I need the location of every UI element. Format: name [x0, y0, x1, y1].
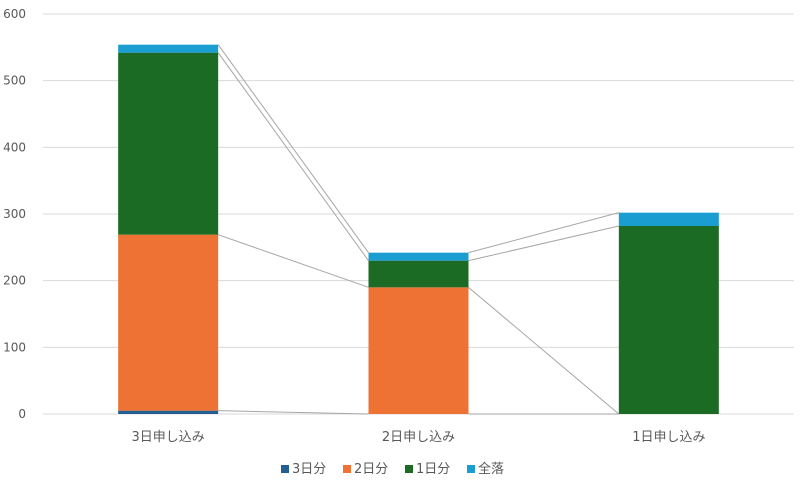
bar-segment	[368, 252, 469, 261]
legend-label: 2日分	[354, 462, 388, 477]
bar-segment	[618, 212, 719, 226]
bar-segment	[118, 234, 219, 411]
bars	[118, 44, 719, 414]
bar-segment	[118, 44, 219, 53]
bar-segment	[368, 260, 469, 288]
bar-segment	[618, 226, 719, 414]
bar-segment	[368, 287, 469, 414]
legend: 3日分 2日分 1日分 全落	[281, 461, 504, 477]
series-line	[217, 44, 369, 253]
series-line	[217, 52, 369, 261]
y-tick-label: 200	[3, 274, 26, 288]
x-category-label: 3日申し込み	[132, 430, 205, 445]
y-tick-label: 300	[3, 207, 26, 221]
series-line	[218, 410, 369, 415]
y-tick-label: 600	[3, 7, 26, 21]
legend-swatch	[281, 465, 289, 473]
legend-label: 3日分	[292, 462, 326, 477]
legend-swatch	[343, 465, 351, 473]
legend-swatch	[405, 465, 413, 473]
legend-label: 全落	[478, 461, 504, 477]
series-lines	[217, 44, 620, 415]
x-category-label: 1日申し込み	[632, 430, 705, 445]
series-line	[468, 286, 620, 415]
series-line	[468, 212, 619, 254]
legend-label: 1日分	[416, 462, 450, 477]
series-line	[218, 234, 369, 288]
x-axis-category-labels: 3日申し込み 2日申し込み 1日申し込み	[132, 430, 706, 445]
y-tick-label: 400	[3, 140, 26, 154]
y-tick-label: 500	[3, 74, 26, 88]
y-tick-label: 100	[3, 340, 26, 354]
series-line	[468, 225, 619, 262]
y-tick-label: 0	[18, 407, 26, 421]
bar-segment	[118, 410, 219, 414]
legend-swatch	[467, 465, 475, 473]
x-category-label: 2日申し込み	[382, 430, 455, 445]
bar-segment	[118, 52, 219, 235]
y-axis-tick-labels: 0 100 200 300 400 500 600	[3, 7, 26, 421]
